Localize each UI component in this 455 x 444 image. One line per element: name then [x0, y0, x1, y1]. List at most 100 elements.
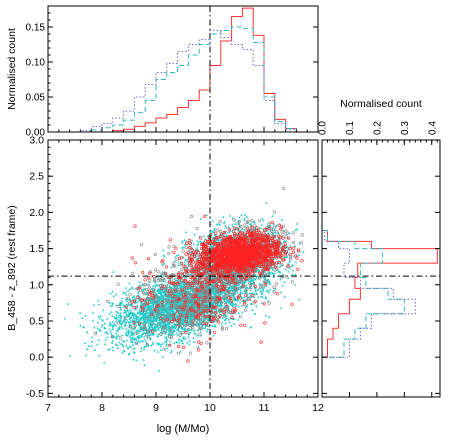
scatter-point — [121, 327, 124, 330]
scatter-point — [163, 307, 166, 310]
scatter-point — [159, 290, 162, 293]
scatter-point — [175, 332, 178, 335]
scatter-point — [254, 288, 257, 291]
scatter-point — [170, 349, 173, 352]
scatter-point — [128, 345, 132, 348]
scatter-point — [113, 336, 117, 339]
scatter-point — [120, 301, 123, 304]
scatter-point — [142, 318, 145, 321]
scatter-point — [196, 240, 199, 243]
scatter-point — [137, 334, 141, 337]
scatter-point — [139, 317, 142, 320]
scatter-point — [172, 286, 175, 289]
scatter-point — [127, 332, 130, 335]
scatter-point — [115, 320, 118, 323]
scatter-point — [225, 300, 228, 303]
scatter-point — [224, 321, 227, 324]
scatter-point — [147, 315, 151, 318]
scatter-point — [254, 290, 257, 293]
scatter-point — [166, 347, 169, 350]
scatter-point — [115, 313, 118, 317]
scatter-point — [222, 314, 226, 317]
scatter-point — [137, 339, 140, 342]
scatter-point — [144, 304, 147, 307]
scatter-point — [136, 320, 139, 323]
scatter-point — [222, 306, 225, 309]
scatter-point — [124, 286, 128, 289]
scatter-point — [249, 325, 253, 328]
scatter-point — [127, 311, 131, 314]
scatter-point — [243, 213, 247, 216]
scatter-point — [240, 296, 244, 299]
scatter-point — [291, 273, 294, 276]
scatter-point — [256, 274, 259, 278]
scatter-point — [163, 294, 166, 297]
scatter-point — [172, 310, 176, 313]
scatter-point — [244, 305, 248, 308]
scatter-point — [111, 290, 114, 293]
scatter-point — [125, 299, 129, 302]
scatter-point — [133, 319, 136, 322]
scatter-point — [201, 325, 204, 328]
scatter-point — [187, 336, 190, 339]
scatter-point — [182, 246, 185, 249]
scatter-point — [146, 314, 149, 317]
scatter-point — [131, 287, 135, 290]
scatter-point — [267, 290, 270, 293]
scatter-point — [220, 323, 223, 326]
scatter-point — [131, 305, 134, 308]
scatter-point — [132, 351, 135, 354]
scatter-point — [183, 238, 186, 241]
scatter-point — [168, 340, 172, 343]
scatter-point — [177, 263, 181, 266]
scatter-point — [217, 287, 220, 290]
scatter-point — [126, 319, 129, 322]
scatter-point — [228, 214, 232, 217]
scatter-point — [155, 275, 158, 279]
scatter-point — [158, 297, 161, 300]
scatter-point — [167, 332, 170, 335]
scatter-point — [101, 323, 104, 326]
scatter-point — [196, 277, 200, 281]
scatter-point — [165, 336, 168, 339]
scatter-point — [262, 219, 265, 222]
scatter-point — [170, 296, 173, 300]
scatter-point — [108, 324, 111, 327]
scatter-point — [120, 297, 124, 300]
scatter-point — [165, 327, 169, 330]
scatter-point — [184, 230, 187, 234]
scatter-point — [214, 314, 218, 317]
scatter-point — [192, 306, 196, 309]
scatter-point — [180, 339, 183, 342]
scatter-point — [112, 294, 115, 298]
scatter-point — [182, 285, 185, 288]
scatter-point — [296, 227, 299, 231]
scatter-point — [168, 324, 171, 327]
scatter-point — [133, 324, 136, 327]
scatter-point — [133, 328, 136, 331]
scatter-point — [83, 341, 87, 344]
scatter-point — [133, 346, 136, 349]
scatter-point — [137, 315, 140, 318]
scatter-point — [122, 305, 126, 308]
scatter-point — [124, 333, 128, 336]
scatter-point — [125, 303, 128, 306]
scatter-point — [186, 341, 189, 344]
scatter-point — [177, 327, 180, 331]
scatter-point — [183, 327, 186, 330]
scatter-point — [125, 339, 129, 342]
scatter-point — [176, 312, 180, 315]
scatter-point — [245, 305, 249, 308]
scatter-point — [118, 341, 121, 344]
scatter-point — [195, 246, 199, 249]
scatter-point — [152, 305, 155, 308]
scatter-point — [99, 314, 102, 318]
top-y-tick-label: 0.00 — [26, 128, 46, 139]
scatter-point — [226, 298, 229, 301]
scatter-point — [212, 334, 215, 337]
scatter-point — [180, 298, 183, 301]
scatter-point — [111, 349, 115, 352]
scatter-point — [253, 273, 257, 276]
scatter-point — [230, 304, 233, 307]
scatter-point — [182, 335, 186, 338]
